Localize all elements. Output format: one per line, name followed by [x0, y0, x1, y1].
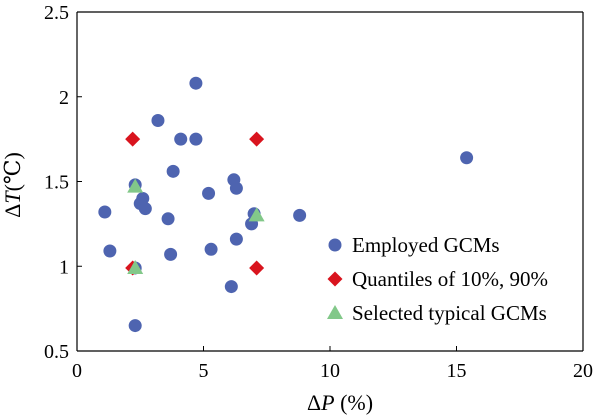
quantile-point: [249, 131, 265, 147]
x-axis-ticks: 0 5 10 15 20: [72, 346, 593, 382]
selected-gcm-point: [127, 178, 144, 193]
employed-gcm-point: [189, 76, 203, 90]
quantile-point: [125, 131, 141, 147]
employed-gcm-point: [98, 205, 112, 219]
employed-gcm-point: [161, 212, 175, 226]
y-axis-title: ΔT(℃): [0, 152, 25, 218]
y-axis-title-prefix: Δ: [0, 204, 25, 218]
legend-selected-gcm-marker: [327, 305, 343, 319]
x-axis-title-suffix: (%): [335, 390, 373, 415]
legend-label: Selected typical GCMs: [352, 301, 547, 325]
x-tick-label: 20: [573, 360, 593, 382]
x-axis-title-var: P: [320, 390, 334, 415]
employed-gcm-point: [460, 151, 474, 165]
employed-gcm-point: [229, 232, 243, 246]
y-axis-title-suffix: (℃): [0, 152, 25, 191]
y-tick-label: 0.5: [44, 341, 69, 363]
legend-quantile-marker: [327, 271, 343, 287]
employed-gcm-point: [293, 208, 307, 222]
y-tick-label: 1.5: [44, 172, 69, 194]
employed-gcm-point: [128, 319, 142, 333]
y-axis-title-var: T: [0, 190, 25, 204]
employed-gcm-point: [204, 242, 218, 256]
quantile-point: [249, 260, 265, 276]
selected-gcm-point: [127, 259, 144, 274]
x-tick-label: 15: [447, 360, 467, 382]
x-tick-label: 5: [199, 360, 209, 382]
x-tick-label: 10: [320, 360, 340, 382]
employed-gcm-point: [202, 186, 216, 200]
employed-gcm-point: [224, 280, 238, 294]
employed-gcm-point: [166, 164, 180, 178]
employed-gcm-point: [151, 113, 165, 127]
x-axis-title: ΔP (%): [307, 390, 373, 415]
legend-label: Employed GCMs: [352, 233, 500, 257]
data-markers: [98, 76, 474, 333]
legend: Employed GCMs Quantiles of 10%, 90% Select…: [327, 233, 548, 325]
employed-gcm-point: [229, 181, 243, 195]
y-tick-label: 2.5: [44, 2, 69, 24]
y-tick-label: 1: [59, 256, 69, 278]
legend-label: Quantiles of 10%, 90%: [352, 267, 548, 291]
y-axis-ticks: 0.5 1 1.5 2 2.5: [44, 2, 82, 363]
employed-gcm-point: [174, 132, 188, 146]
employed-gcm-point: [164, 247, 178, 261]
x-axis-title-prefix: Δ: [307, 390, 321, 415]
employed-gcm-point: [189, 132, 203, 146]
employed-gcm-point: [138, 202, 152, 216]
selected-gcm-point: [248, 207, 265, 222]
y-tick-label: 2: [59, 87, 69, 109]
legend-employed-gcm-marker: [328, 238, 342, 252]
employed-gcm-point: [103, 244, 117, 258]
x-tick-label: 0: [72, 360, 82, 382]
